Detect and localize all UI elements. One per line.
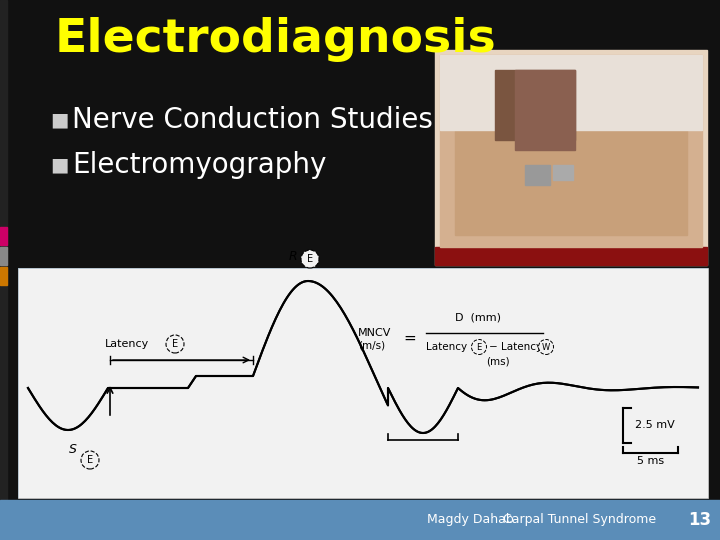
Bar <box>18 268 708 498</box>
Bar <box>0 500 720 540</box>
Text: ■: ■ <box>50 156 68 174</box>
Bar <box>0 0 7 500</box>
Bar <box>18 268 708 498</box>
Text: E: E <box>307 254 313 264</box>
Circle shape <box>81 451 99 469</box>
Bar <box>525 165 550 185</box>
Text: Electromyography: Electromyography <box>72 151 326 179</box>
Bar <box>435 247 707 265</box>
Text: Carpal Tunnel Syndrome: Carpal Tunnel Syndrome <box>503 514 657 526</box>
Bar <box>553 165 573 180</box>
Bar <box>0 227 7 245</box>
Text: W: W <box>542 342 550 352</box>
Text: (ms): (ms) <box>486 356 510 366</box>
Text: S: S <box>69 443 77 456</box>
Bar <box>0 267 7 285</box>
Text: Electrodiagnosis: Electrodiagnosis <box>55 17 497 63</box>
Text: (m/s): (m/s) <box>358 340 385 350</box>
Text: Latency: Latency <box>426 342 467 352</box>
Circle shape <box>301 250 319 268</box>
Bar <box>435 50 707 265</box>
Text: =: = <box>404 330 416 346</box>
Text: E: E <box>172 339 178 349</box>
Text: 5 ms: 5 ms <box>637 456 664 466</box>
Text: D  (mm): D (mm) <box>455 313 501 323</box>
Circle shape <box>472 340 487 354</box>
Text: 2.5 mV: 2.5 mV <box>635 421 675 430</box>
Text: MNCV: MNCV <box>358 328 392 338</box>
Text: E: E <box>477 342 482 352</box>
Bar <box>515 70 575 150</box>
Circle shape <box>539 340 554 354</box>
Text: E: E <box>87 455 93 465</box>
Circle shape <box>166 335 184 353</box>
Text: − Latency: − Latency <box>489 342 542 352</box>
Bar <box>440 55 702 130</box>
Text: R: R <box>289 250 297 263</box>
Text: Latency: Latency <box>105 339 149 349</box>
Text: Nerve Conduction Studies: Nerve Conduction Studies <box>72 106 433 134</box>
Text: ■: ■ <box>50 111 68 130</box>
Bar <box>495 70 575 140</box>
Text: 13: 13 <box>688 511 711 529</box>
Text: Magdy Dahab: Magdy Dahab <box>427 514 513 526</box>
Bar <box>440 55 702 247</box>
Bar <box>0 247 7 265</box>
Bar <box>455 70 687 235</box>
